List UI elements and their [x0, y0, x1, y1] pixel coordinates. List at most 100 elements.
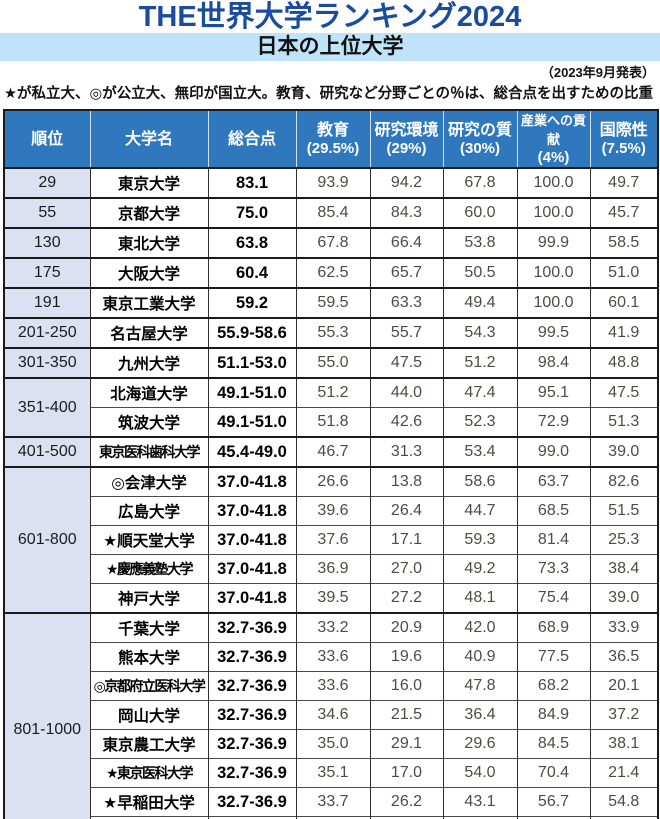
rank-cell: 351-400: [3, 377, 90, 437]
score-cell: 39.6: [295, 496, 370, 526]
score-cell: 49.2: [442, 554, 517, 584]
score-cell: 29.1: [369, 729, 443, 759]
score-cell: 13.8: [369, 466, 443, 497]
score-cell: 42.6: [369, 407, 443, 437]
score-cell: 38.1: [589, 729, 658, 759]
total-score-cell: 32.7-36.9: [207, 758, 296, 788]
column-weight: (4%): [537, 149, 570, 166]
score-cell: 54.3: [442, 317, 517, 348]
table-row: ★順天堂大学 37.0-41.8 37.6 17.1 59.3 81.4 25.3: [4, 525, 658, 555]
score-cell: 68.9: [516, 612, 590, 643]
score-cell: 60.0: [442, 197, 517, 228]
score-cell: 99.0: [516, 436, 590, 467]
score-cell: 21.5: [369, 700, 443, 730]
score-cell: 36.4: [442, 700, 517, 730]
score-cell: 48.1: [442, 583, 517, 613]
score-cell: 40.9: [442, 642, 517, 672]
score-cell: 50.5: [442, 257, 517, 288]
score-cell: 100.0: [516, 257, 590, 288]
score-cell: 55.3: [295, 317, 370, 348]
score-cell: 53.4: [442, 436, 517, 467]
university-name-cell: 京都大学: [89, 197, 208, 228]
column-label: 順位: [31, 130, 64, 148]
score-cell: 16.0: [369, 671, 443, 701]
column-label: 研究環境: [374, 121, 439, 139]
score-cell: 44.7: [442, 496, 517, 526]
column-label: 総合点: [227, 130, 276, 148]
university-name-cell: 広島大学: [89, 496, 208, 526]
rank-cell: 175: [3, 257, 90, 288]
score-cell: 27.0: [369, 554, 443, 584]
score-cell: 26.6: [295, 466, 370, 497]
table-row: ★早稲田大学 32.7-36.9 33.7 26.2 43.1 56.7 54.8: [4, 787, 658, 817]
column-label: 国際性: [599, 121, 648, 139]
header-row: 順位 大学名 総合点 教育 (29.5%) 研究環境 (29%) 研究の質 (30%) 産業への貢…: [4, 110, 658, 169]
column-header-4: 研究環境 (29%): [369, 110, 443, 169]
table-row: 351-400 北海道大学 49.1-51.0 51.2 44.0 47.4 95.1 47.…: [3, 377, 658, 437]
score-cell: 47.5: [589, 377, 658, 408]
table-row: 130 東北大学 63.8 67.8 66.4 53.8 99.9 58.5: [3, 227, 658, 258]
score-cell: 19.6: [369, 642, 443, 672]
score-cell: 44.0: [369, 377, 443, 408]
university-name-cell: 大阪大学: [89, 257, 208, 288]
score-cell: 33.6: [295, 671, 370, 701]
score-cell: 33.6: [295, 642, 370, 672]
total-score-cell: 32.7-36.9: [207, 700, 296, 730]
total-score-cell: 63.8: [207, 227, 296, 258]
score-cell: 73.3: [516, 554, 590, 584]
score-cell: 58.6: [442, 466, 517, 497]
score-cell: 58.5: [589, 227, 658, 258]
score-cell: 20.1: [589, 671, 658, 701]
published-date: （2023年9月発表）: [540, 65, 655, 80]
score-cell: 35.0: [295, 729, 370, 759]
university-name-cell: ★慶應義塾大学: [89, 554, 208, 584]
table-row: 神戸大学 37.0-41.8 39.5 27.2 48.1 75.4 39.0: [4, 583, 658, 613]
score-cell: 29.0: [589, 816, 658, 819]
score-cell: 51.0: [589, 257, 658, 288]
table-row: 401-500 東京医科歯科大学 45.4-49.0 46.7 31.3 53.4 99.0…: [3, 436, 658, 467]
score-cell: 46.7: [295, 436, 370, 467]
table-row: 801-1000 千葉大学 32.7-36.9 33.2 20.9 42.0 68.9 33.…: [3, 612, 658, 819]
column-header-0: 順位: [4, 110, 90, 169]
score-cell: 63.7: [516, 466, 590, 497]
table-row: ★慶應義塾大学 37.0-41.8 36.9 27.0 49.2 73.3 38.4: [4, 554, 658, 584]
score-cell: 25.3: [589, 525, 658, 555]
rank-cell: 401-500: [3, 436, 90, 467]
table-row: 191 東京工業大学 59.2 59.5 63.3 49.4 100.0 60.1: [3, 287, 658, 318]
score-cell: 43.1: [442, 787, 517, 817]
university-name-cell: 神戸大学: [89, 583, 208, 613]
score-cell: 49.4: [442, 287, 517, 318]
score-cell: 67.8: [295, 227, 370, 258]
university-name-cell: 東京工業大学: [89, 287, 208, 318]
score-cell: 54.8: [589, 787, 658, 817]
column-header-3: 教育 (29.5%): [295, 110, 370, 169]
score-cell: 68.2: [516, 671, 590, 701]
score-cell: 62.5: [295, 257, 370, 288]
table-body: 29 東京大学 83.1 93.9 94.2 67.8 100.0 49.7 55 京都大学 75.…: [3, 167, 658, 819]
score-cell: 85.4: [295, 197, 370, 228]
column-weight: (30%): [459, 139, 500, 157]
column-weight: (7.5%): [601, 139, 646, 157]
rank-cell: 201-250: [3, 317, 90, 348]
page-title: THE世界大学ランキング2024: [138, 1, 522, 33]
rank-cell: 601-800: [3, 466, 90, 613]
score-cell: 77.5: [516, 642, 590, 672]
total-score-cell: 45.4-49.0: [207, 436, 296, 467]
score-cell: 56.7: [516, 787, 590, 817]
score-cell: 39.0: [589, 436, 658, 467]
table-row: 55 京都大学 75.0 85.4 84.3 60.0 100.0 45.7: [3, 197, 658, 228]
score-cell: 33.9: [589, 612, 658, 643]
score-cell: 81.4: [516, 525, 590, 555]
column-header-1: 大学名: [89, 110, 208, 169]
column-label: 教育: [316, 121, 349, 139]
table-row: 175 大阪大学 60.4 62.5 65.7 50.5 100.0 51.0: [3, 257, 658, 288]
table-row: 東京農工大学 32.7-36.9 35.0 29.1 29.6 84.5 38.1: [4, 729, 658, 759]
total-score-cell: 32.7-36.9: [207, 671, 296, 701]
score-cell: 53.8: [442, 227, 517, 258]
subtitle-banner: 日本の上位大学: [0, 33, 660, 61]
score-cell: 36.5: [589, 642, 658, 672]
total-score-cell: 55.9-58.6: [207, 317, 296, 348]
score-cell: 54.0: [442, 758, 517, 788]
score-cell: 11.3: [369, 816, 443, 819]
university-name-cell: 名古屋大学: [89, 317, 208, 348]
